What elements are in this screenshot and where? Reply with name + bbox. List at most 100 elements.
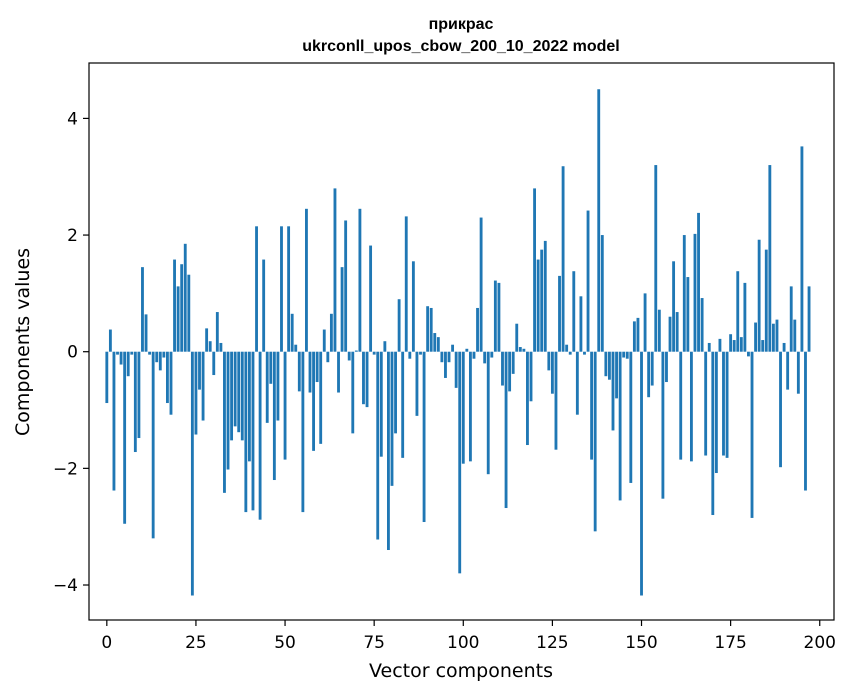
x-tick-label: 0	[101, 633, 112, 653]
bar	[600, 235, 604, 352]
bar	[529, 351, 533, 402]
bar	[611, 351, 615, 431]
bar	[233, 351, 237, 427]
bar	[608, 351, 611, 380]
bar	[280, 226, 283, 352]
bar	[793, 319, 797, 352]
bar	[436, 337, 440, 352]
bar	[187, 274, 191, 352]
bar	[704, 351, 708, 456]
bar	[768, 165, 772, 352]
x-tick-label: 25	[185, 633, 207, 653]
bar	[215, 312, 219, 352]
bar	[754, 322, 758, 352]
bar	[411, 261, 415, 352]
bar	[657, 309, 661, 352]
bar	[287, 226, 291, 352]
bar	[116, 351, 119, 355]
bar	[155, 351, 159, 363]
bar	[212, 351, 216, 376]
bar	[344, 220, 348, 352]
bar	[547, 351, 551, 371]
bar	[326, 351, 330, 363]
bar	[761, 340, 765, 352]
bar	[419, 351, 422, 355]
bar	[700, 298, 704, 352]
bar	[408, 351, 412, 359]
chart-subtitle: ukrconll_upos_cbow_200_10_2022 model	[302, 38, 619, 55]
bar	[258, 351, 262, 520]
bar	[536, 259, 540, 352]
bar	[465, 348, 469, 352]
bar	[105, 351, 109, 404]
bar	[750, 351, 754, 518]
bar	[618, 351, 622, 501]
x-tick-label: 200	[804, 633, 836, 653]
bar	[483, 351, 487, 364]
bar	[240, 351, 244, 441]
bar	[636, 317, 640, 352]
bar	[148, 351, 152, 355]
bar	[764, 249, 768, 352]
bar	[682, 235, 686, 352]
bar	[401, 351, 405, 458]
bar	[640, 351, 643, 596]
bar	[169, 351, 173, 415]
bar	[493, 280, 497, 352]
bar	[693, 233, 697, 352]
bar	[804, 351, 807, 491]
y-tick-label: 4	[67, 109, 78, 129]
bar	[522, 348, 526, 352]
bar	[775, 319, 779, 352]
bar	[108, 329, 112, 352]
bar	[365, 351, 369, 408]
y-tick-label: −2	[53, 459, 78, 479]
bar	[650, 351, 654, 386]
bar	[461, 351, 465, 464]
bar	[668, 316, 672, 352]
x-tick-label: 75	[363, 633, 385, 653]
bar	[394, 351, 397, 434]
bar	[593, 351, 597, 532]
bar	[397, 299, 401, 352]
bar	[718, 338, 722, 352]
bar	[130, 351, 134, 355]
bar	[540, 249, 544, 352]
x-tick-label: 150	[625, 633, 657, 653]
bar	[183, 243, 187, 352]
bar	[565, 344, 569, 352]
bar	[675, 312, 679, 352]
bar	[262, 259, 266, 352]
bar	[433, 333, 437, 352]
bar	[468, 351, 472, 462]
bar	[508, 351, 512, 392]
bar	[458, 351, 462, 574]
bar	[586, 210, 590, 352]
bar	[654, 165, 658, 352]
y-axis-ticks: −4 −2 0 2 4	[53, 109, 89, 596]
bar	[312, 351, 315, 451]
bar	[319, 351, 323, 444]
bar	[779, 351, 782, 468]
bar	[558, 275, 561, 352]
bar	[358, 208, 362, 352]
y-tick-label: 2	[67, 226, 78, 246]
bar	[771, 323, 775, 352]
bar	[643, 293, 647, 352]
chart-title: прикрас	[429, 16, 494, 33]
bar	[665, 351, 668, 383]
bar	[141, 267, 144, 352]
bar	[272, 351, 276, 481]
bar	[251, 351, 255, 511]
bar	[486, 351, 490, 475]
bar	[237, 351, 241, 433]
bar	[387, 351, 390, 551]
bar	[561, 166, 565, 352]
bar	[372, 351, 376, 355]
bar	[444, 351, 447, 378]
bar	[515, 323, 519, 352]
bar	[351, 351, 355, 434]
bar	[711, 351, 715, 516]
bar	[162, 351, 166, 358]
